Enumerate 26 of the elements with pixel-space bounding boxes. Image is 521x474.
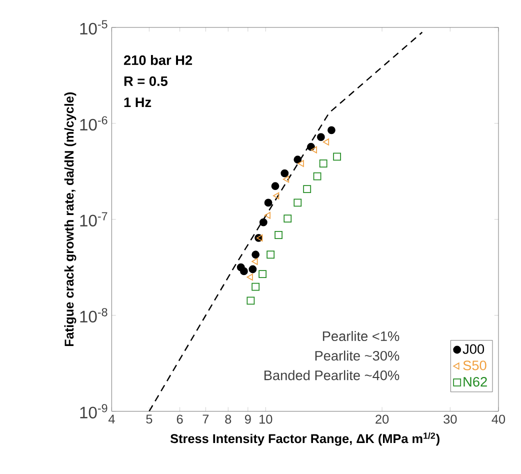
x-tick-label: 9 [244, 414, 251, 424]
x-tick-label: 5 [146, 414, 152, 424]
x-tick-label: 7 [202, 414, 209, 424]
y-tick-label: 10$^{-5}$ [80, 20, 108, 35]
annotation: 1 Hz [124, 98, 152, 108]
x-tick-label: 6 [176, 414, 183, 424]
x-tick-label: 8 [225, 414, 232, 424]
y-tick-label: 10$^{-6}$ [80, 116, 108, 131]
annotation: Pearlite <1% [322, 331, 400, 342]
y-axis-title: Fatigue crack growth rate, da/dN (m/cycle) [64, 92, 76, 346]
y-tick-label: 10$^{-8}$ [80, 308, 108, 323]
annotation: R = 0.5 [124, 76, 168, 86]
legend-label: N62 [464, 376, 487, 387]
x-tick-label: 10 [260, 414, 272, 424]
legend-label: S50 [463, 360, 486, 370]
legend-label: J00 [462, 344, 484, 354]
x-tick-label: 30 [444, 414, 457, 424]
x-tick-label: 4 [108, 414, 115, 424]
x-tick-label: 40 [492, 414, 506, 424]
y-tick-label: 10$^{-9}$ [80, 404, 108, 418]
annotation: 210 bar H2 [124, 55, 192, 66]
annotation: Pearlite ~30% [315, 350, 400, 361]
x-axis-title: Stress Intensity Factor Range, ΔK (MPa m$^{1/2}$) [170, 432, 440, 446]
x-tick-label: 20 [376, 414, 389, 424]
y-tick-label: 10$^{-7}$ [80, 212, 108, 227]
annotation: Banded Pearlite ~40% [264, 370, 400, 380]
